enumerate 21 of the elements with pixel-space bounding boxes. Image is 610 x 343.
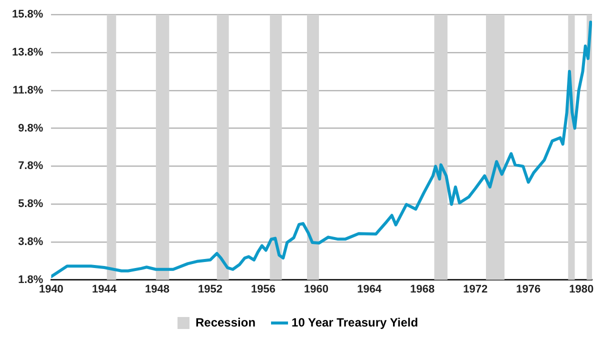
x-tick-label: 1948 <box>144 283 170 296</box>
y-tick-label: 7.8% <box>18 160 44 172</box>
x-tick-label: 1968 <box>410 283 435 296</box>
y-tick-label: 9.8% <box>18 122 44 134</box>
y-tick-label: 15.8% <box>12 8 44 21</box>
y-tick-label: 3.8% <box>18 236 44 248</box>
y-tick-label: 11.8% <box>12 84 44 96</box>
x-tick-label: 1980 <box>569 283 594 296</box>
y-tick-label: 1.8% <box>18 274 44 286</box>
y-tick-label: 13.8% <box>12 46 44 59</box>
x-tick-label: 1964 <box>357 283 382 296</box>
x-tick-label: 1956 <box>251 283 276 296</box>
x-tick-label: 1972 <box>463 283 488 296</box>
x-tick-label: 1960 <box>304 283 329 296</box>
x-tick-label: 1940 <box>38 283 64 296</box>
legend-label: 10 Year Treasury Yield <box>292 315 418 330</box>
x-tick-label: 1952 <box>198 283 222 296</box>
x-tick-label: 1976 <box>516 283 541 296</box>
y-tick-label: 5.8% <box>18 198 44 210</box>
legend-label: Recession <box>196 315 256 330</box>
x-tick-label: 1944 <box>92 283 118 296</box>
